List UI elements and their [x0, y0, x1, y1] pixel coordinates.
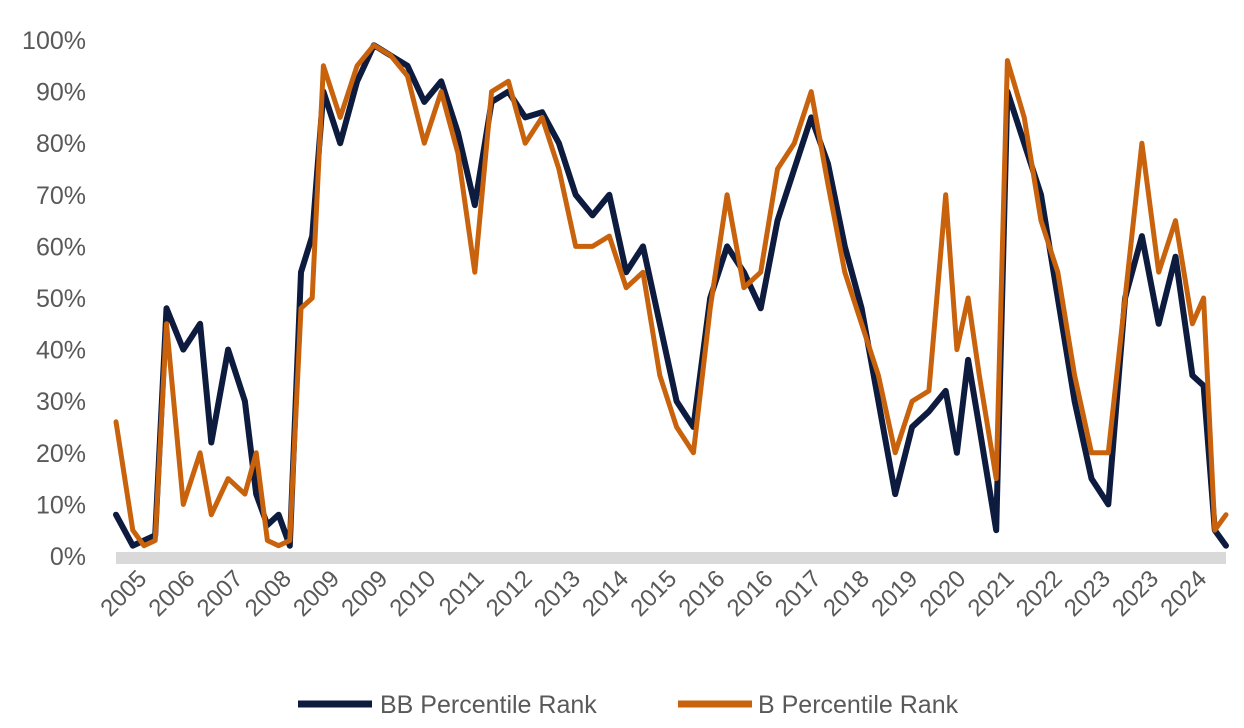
- x-tick-label: 2014: [577, 565, 634, 622]
- x-tick-label: 2013: [529, 565, 586, 622]
- legend-label-bb: BB Percentile Rank: [380, 691, 597, 719]
- x-tick-label: 2007: [192, 565, 249, 622]
- x-tick-label: 2008: [240, 565, 297, 622]
- y-tick-label: 0%: [50, 543, 86, 571]
- x-tick-label: 2020: [914, 565, 971, 622]
- x-tick-label: 2017: [770, 565, 827, 622]
- x-tick-label: 2016: [674, 565, 731, 622]
- x-tick-label: 2021: [963, 565, 1020, 622]
- x-tick-label: 2015: [625, 565, 682, 622]
- x-tick-label: 2023: [1107, 565, 1164, 622]
- series-layer: [113, 42, 1229, 549]
- x-tick-label: 2009: [288, 565, 345, 622]
- x-tick-label: 2006: [144, 565, 201, 622]
- x-axis-band: [116, 552, 1226, 564]
- x-tick-label: 2023: [1059, 565, 1116, 622]
- x-tick-label: 2011: [434, 565, 490, 621]
- y-tick-label: 30%: [36, 388, 86, 416]
- y-tick-label: 40%: [36, 337, 86, 365]
- x-tick-label: 2019: [866, 565, 923, 622]
- x-tick-label: 2005: [95, 565, 152, 622]
- x-tick-label: 2022: [1011, 565, 1068, 622]
- y-tick-label: 70%: [36, 182, 86, 210]
- y-tick-label: 90%: [36, 79, 86, 107]
- y-tick-label: 10%: [36, 491, 86, 519]
- x-tick-label: 2010: [384, 565, 441, 622]
- y-axis-ticks: 0% 10% 20% 30% 40% 50% 60% 70% 80% 90% 100%: [22, 27, 86, 571]
- x-tick-label: 2016: [722, 565, 779, 622]
- series-line-b: [113, 42, 1229, 549]
- y-tick-label: 100%: [22, 27, 86, 55]
- legend: BB Percentile Rank B Percentile Rank: [298, 691, 959, 719]
- x-tick-label: 2009: [336, 565, 393, 622]
- x-axis-ticks: 2005200620072008200920092010201120122013…: [95, 565, 1212, 622]
- y-tick-label: 80%: [36, 130, 86, 158]
- x-tick-label: 2018: [818, 565, 875, 622]
- y-tick-label: 20%: [36, 440, 86, 468]
- y-tick-label: 50%: [36, 285, 86, 313]
- y-tick-label: 60%: [36, 233, 86, 261]
- series-line-bb: [113, 42, 1229, 549]
- legend-label-b: B Percentile Rank: [758, 691, 959, 719]
- x-tick-label: 2024: [1155, 565, 1212, 622]
- x-tick-label: 2012: [481, 565, 538, 622]
